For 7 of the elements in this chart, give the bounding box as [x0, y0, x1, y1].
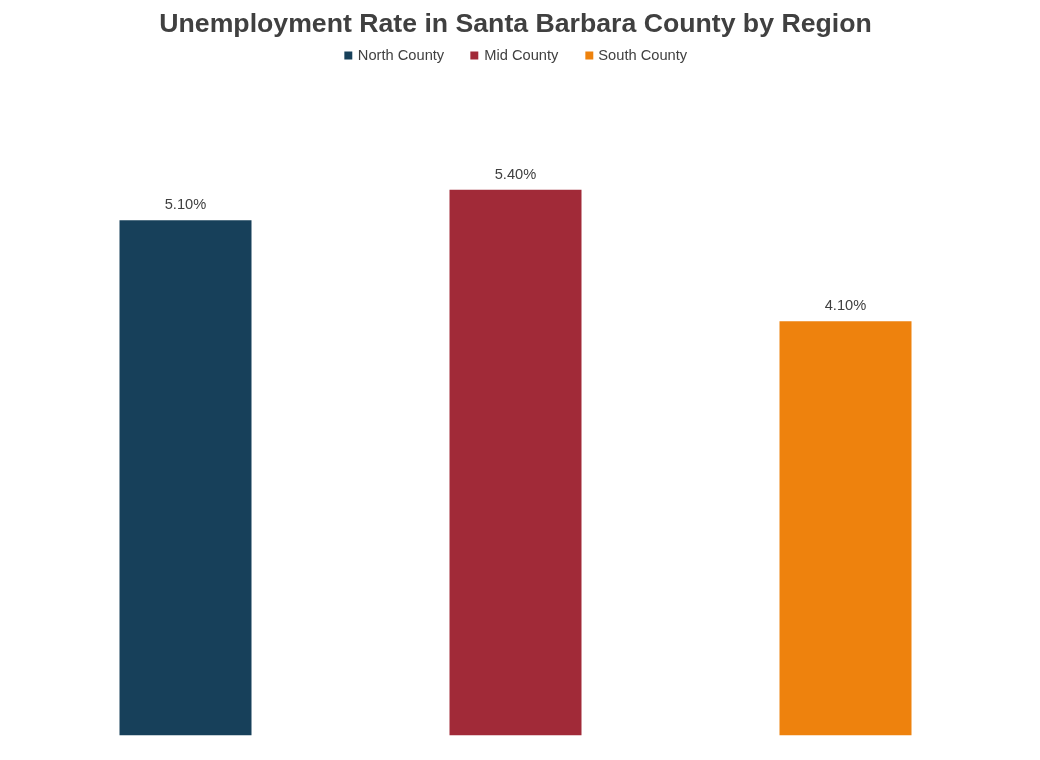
data-label: 5.40% [494, 165, 537, 182]
data-label: 5.10% [164, 196, 207, 213]
legend-label: South County [598, 47, 688, 63]
chart-title: Unemployment Rate in Santa Barbara County by Region [159, 7, 872, 38]
legend-label: North County [357, 47, 445, 63]
legend-label: Mid County [484, 47, 559, 63]
data-label: 4.10% [824, 297, 867, 314]
